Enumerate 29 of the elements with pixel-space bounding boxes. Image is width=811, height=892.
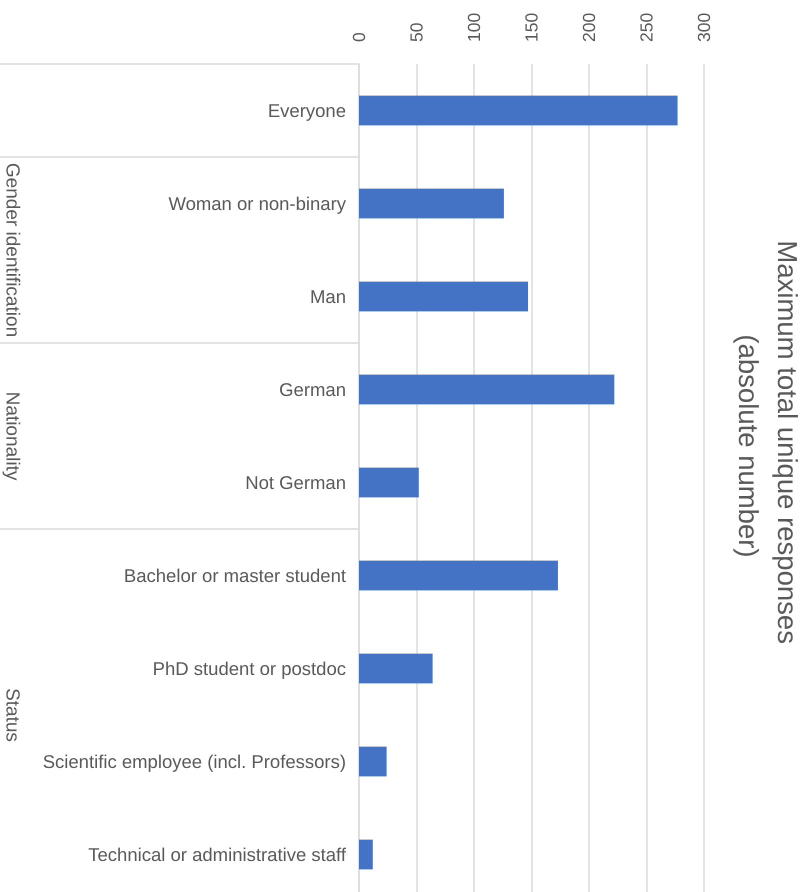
x-tick-label: 50: [406, 22, 426, 42]
text: Gender identification: [2, 162, 22, 338]
bar: [359, 560, 558, 590]
x-tick-label: 300: [694, 12, 714, 42]
y-tick-label: Not German: [245, 472, 346, 493]
bar: [359, 840, 373, 870]
bar: [359, 654, 433, 684]
x-tick-label: 0: [349, 32, 369, 42]
y-tick-label: Man: [310, 286, 346, 307]
y-tick-label: Woman or non-binary: [168, 193, 347, 214]
x-tick-label: 250: [636, 12, 656, 42]
bar: [359, 188, 504, 218]
y-tick-label: Bachelor or master student: [124, 565, 346, 586]
bar: [359, 96, 678, 126]
y-tick-label: Technical or administrative staff: [88, 844, 347, 865]
bar: [359, 282, 528, 312]
text: Status: [2, 688, 22, 742]
x-tick-label: 200: [579, 12, 599, 42]
x-tick-label: 150: [522, 12, 542, 42]
text: Maximum total unique responses (absolute number): [733, 240, 803, 652]
y-tick-label: Everyone: [268, 100, 346, 121]
bar: [359, 468, 419, 498]
y-tick-label: PhD student or postdoc: [152, 658, 346, 679]
y-tick-label: Scientific employee (incl. Professors): [42, 751, 346, 772]
y-tick-label: German: [279, 379, 346, 400]
text: Nationality: [2, 392, 22, 481]
bar: [359, 746, 387, 776]
bar: [359, 374, 614, 404]
x-tick-label: 100: [464, 12, 484, 42]
